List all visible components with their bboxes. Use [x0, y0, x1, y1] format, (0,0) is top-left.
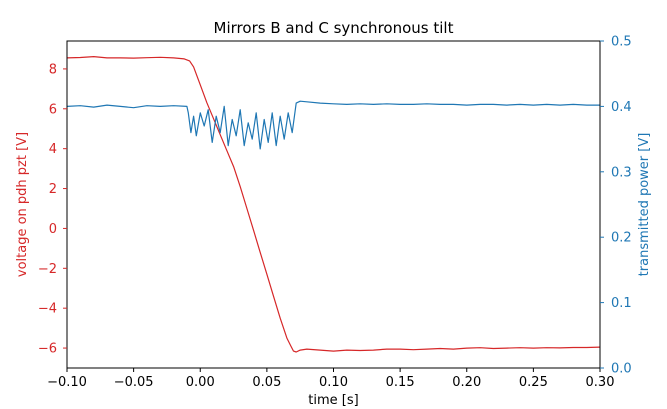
y-right-tick-label: 0.2	[611, 231, 632, 246]
y-left-tick-label: 4	[49, 142, 57, 157]
y-axis-right: 0.0 0.1 0.2 0.3 0.4 0.5	[600, 35, 632, 377]
y-left-tick-label: 6	[49, 102, 57, 117]
y-left-tick-label: 0	[49, 222, 57, 237]
x-axis: −0.10 −0.05 0.00 0.05 0.10 0.15 0.20 0.25 0.30	[47, 368, 614, 390]
x-tick-label: 0.05	[252, 375, 281, 390]
x-tick-label: 0.25	[519, 375, 548, 390]
y-right-tick-label: 0.4	[611, 100, 632, 115]
series-line-left	[66, 55, 601, 353]
x-tick-label: 0.15	[386, 375, 415, 390]
y-left-tick-label: −2	[38, 262, 57, 277]
y-right-axis-title: transmitted power [V]	[637, 133, 652, 277]
x-tick-label: 0.20	[452, 375, 481, 390]
y-right-tick-label: 0.3	[611, 165, 632, 180]
x-tick-label: 0.30	[586, 375, 615, 390]
x-tick-label: −0.05	[114, 375, 154, 390]
y-axis-left: −6 −4 −2 0 2 4 6 8	[38, 62, 67, 357]
x-axis-title: time [s]	[308, 393, 358, 408]
series-layer	[66, 55, 601, 353]
x-tick-label: −0.10	[47, 375, 87, 390]
series-line-right	[66, 100, 600, 150]
x-tick-label: 0.00	[186, 375, 215, 390]
y-right-tick-label: 0.0	[611, 362, 632, 377]
y-left-axis-title: voltage on pdh pzt [V]	[15, 132, 30, 277]
x-tick-label: 0.10	[319, 375, 348, 390]
y-right-tick-label: 0.5	[611, 35, 632, 50]
chart-title: Mirrors B and C synchronous tilt	[214, 19, 454, 37]
y-left-tick-label: 8	[49, 62, 57, 77]
y-left-tick-label: −4	[38, 302, 57, 317]
y-left-tick-label: −6	[38, 342, 57, 357]
y-right-tick-label: 0.1	[611, 296, 632, 311]
y-left-tick-label: 2	[49, 182, 57, 197]
